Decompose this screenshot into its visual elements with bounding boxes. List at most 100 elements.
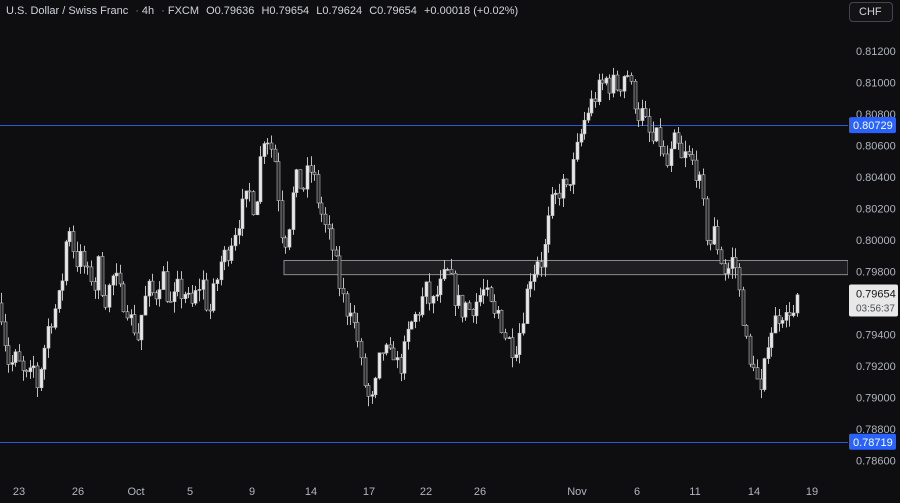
candle-body	[438, 278, 443, 296]
candle-body	[460, 294, 465, 318]
candle-body	[301, 187, 306, 190]
separator-dot: ·	[135, 5, 139, 17]
close-value: C0.79654	[369, 5, 417, 17]
candle-body	[31, 365, 36, 369]
candle-body	[150, 280, 155, 294]
chart-legend-header: U.S. Dollar / Swiss Franc · 4h · FXCM O0.796…	[6, 5, 522, 17]
candle-body	[525, 288, 530, 324]
candle-body	[665, 153, 670, 166]
candle-body	[265, 142, 270, 145]
candle-body	[46, 326, 51, 349]
candle-body	[669, 148, 674, 166]
candle-body	[175, 278, 180, 293]
candle-body	[57, 290, 62, 310]
low-value: L0.79624	[316, 5, 363, 17]
candle-body	[694, 159, 699, 181]
candle-body	[744, 325, 749, 337]
candle-body	[78, 250, 83, 268]
candle-body	[561, 178, 566, 199]
candle-body	[582, 119, 587, 135]
level-price-badge	[849, 433, 896, 450]
time-axis[interactable]: 23 26 Oct 5 9 14 17 22 26 Nov 6 11 14 19	[0, 480, 900, 503]
level-price-label: 0.80729	[853, 120, 893, 132]
candle-body	[168, 301, 173, 303]
candle-body	[183, 293, 188, 300]
candle-body	[42, 347, 47, 370]
candle-body	[604, 77, 609, 84]
candle-body	[323, 213, 328, 225]
candle-body	[658, 127, 663, 147]
candle-body	[21, 360, 26, 371]
candle-body	[514, 354, 519, 358]
candle-body	[683, 151, 688, 159]
candle-body	[17, 351, 22, 362]
candle-body	[546, 215, 551, 245]
candle-body	[543, 244, 548, 268]
candle-body	[312, 171, 317, 175]
candle-body	[75, 251, 80, 268]
time-tick-label: 14	[748, 486, 760, 498]
price-tick-label: 0.80200	[856, 204, 896, 216]
candle-body	[345, 293, 350, 317]
candle-body	[330, 228, 335, 251]
candle-body	[715, 226, 720, 251]
candle-body	[636, 108, 641, 121]
candle-body	[481, 289, 486, 296]
candle-body	[384, 344, 389, 354]
currency-button[interactable]: CHF	[849, 2, 893, 22]
candle-body	[287, 229, 292, 248]
current-price-label: 0.79654	[856, 288, 896, 300]
candle-body	[712, 226, 717, 245]
candle-body	[615, 74, 620, 91]
candle-body	[600, 79, 605, 84]
candle-body	[60, 280, 65, 291]
time-tick-label: 5	[187, 486, 193, 498]
candle-body	[571, 159, 576, 185]
current-price-badge	[849, 284, 898, 317]
candle-body	[467, 302, 472, 310]
candle-body	[305, 165, 310, 190]
candle-body	[478, 295, 483, 303]
price-tick-label: 0.81200	[856, 46, 896, 58]
candle-body	[690, 154, 695, 161]
candle-body	[132, 314, 137, 334]
candle-body	[280, 200, 285, 239]
candle-body	[611, 74, 616, 94]
candle-body	[3, 321, 8, 346]
candle-body	[575, 141, 580, 160]
candle-body	[71, 231, 76, 252]
candle-body	[777, 315, 782, 324]
candle-body	[597, 79, 602, 102]
level-price-badge	[849, 117, 896, 134]
candle-body	[373, 377, 378, 396]
interval-label[interactable]: 4h	[141, 5, 155, 17]
candle-body	[492, 301, 497, 314]
candle-body	[784, 312, 789, 321]
candle-body	[730, 257, 735, 269]
candle-body	[64, 241, 69, 282]
candle-body	[359, 340, 364, 359]
time-tick-label: 11	[689, 486, 700, 498]
candle-body	[298, 169, 303, 189]
candle-body	[661, 146, 666, 155]
candle-body	[528, 281, 533, 290]
candlestick-series	[0, 67, 800, 407]
candle-body	[622, 76, 627, 92]
candle-body	[759, 378, 764, 390]
candle-body	[647, 116, 652, 133]
candle-body	[435, 294, 440, 297]
candle-body	[391, 347, 396, 361]
candle-body	[283, 237, 288, 248]
candle-body	[219, 261, 224, 281]
symbol-name[interactable]: U.S. Dollar / Swiss Franc	[6, 5, 129, 17]
candle-body	[654, 127, 659, 142]
price-tick-label: 0.80000	[856, 235, 896, 247]
candle-body	[517, 332, 522, 355]
candle-body	[532, 273, 537, 282]
time-tick-label: Nov	[567, 486, 587, 498]
price-tick-label: 0.78600	[856, 456, 896, 468]
candle-body	[255, 201, 260, 216]
candle-body	[240, 198, 245, 229]
price-axis[interactable]: 0.812000.810000.808000.806000.804000.802…	[848, 0, 900, 503]
